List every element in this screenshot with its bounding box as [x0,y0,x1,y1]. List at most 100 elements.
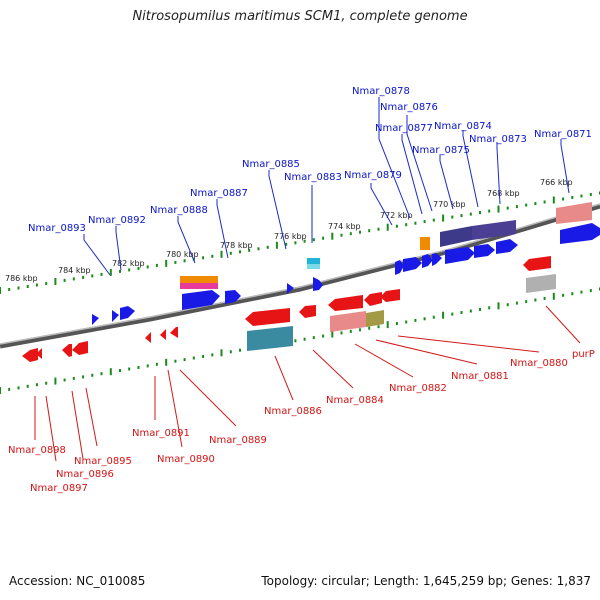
ruler-major-tick [109,268,112,276]
gene-label[interactable]: Nmar_0877 [375,123,433,134]
kbp-label: 784 kbp [58,266,91,275]
ruler-minor-tick [202,355,205,358]
ruler-minor-tick [303,239,306,243]
gene-label[interactable]: Nmar_0874 [434,121,492,132]
gene-label[interactable]: Nmar_0886 [264,406,322,417]
ruler-minor-tick [35,383,38,387]
gene-label[interactable]: Nmar_0882 [389,383,447,394]
ruler-minor-tick [155,263,158,267]
ruler-minor-tick [368,326,371,330]
gene-label[interactable]: Nmar_0888 [150,205,208,216]
gene-arrow [145,332,151,343]
gene-arrow [474,244,495,258]
ruler-minor-tick [506,206,509,210]
gene-label[interactable]: Nmar_0875 [412,145,470,156]
ruler-minor-tick [211,353,214,357]
gene-label[interactable]: Nmar_0893 [28,223,86,234]
ruler-major-tick [220,250,223,258]
gene-label[interactable]: Nmar_0878 [352,86,410,97]
ruler-minor-tick [340,331,343,335]
gene-arrow [92,314,99,325]
gene-label[interactable]: Nmar_0876 [380,102,438,113]
gene-arrow [170,327,178,338]
map-title: Nitrosopumilus maritimus SCM1, complete … [132,9,468,24]
ruler-minor-tick [377,325,380,329]
ruler-minor-tick [405,320,408,324]
gene-label[interactable]: Nmar_0885 [242,159,300,170]
gene-arrow [560,223,600,244]
ruler-minor-tick [266,245,269,249]
ruler-major-tick [386,321,389,329]
gene-label[interactable]: Nmar_0881 [451,371,509,382]
ruler-minor-tick [469,309,472,313]
kbp-label: 776 kbp [274,232,307,241]
ruler-minor-tick [17,286,20,290]
gene-box [307,264,320,269]
ruler-minor-tick [239,348,241,352]
ruler-minor-tick [525,203,528,207]
ruler-minor-tick [405,223,408,227]
gene-label[interactable]: purP [572,349,595,360]
ruler-minor-tick [395,322,398,325]
gene-label[interactable]: Nmar_0897 [30,483,88,494]
ruler-major-tick [220,349,223,357]
ruler-major-tick [442,214,445,222]
gene-label[interactable]: Nmar_0896 [56,469,114,480]
gene-arrow [313,277,323,291]
gene-arrow [380,289,400,302]
gene-label[interactable]: Nmar_0891 [132,428,190,439]
ruler-minor-tick [432,218,435,222]
gene-arrow [160,329,166,340]
ruler-major-tick [54,278,57,285]
kbp-labels: 786 kbp 784 kbp 782 kbp 780 kbp 778 kbp … [5,178,573,283]
kbp-label: 782 kbp [112,259,145,268]
ruler-minor-tick [100,272,103,276]
gene-box [247,326,293,351]
ruler-minor-tick [359,328,361,332]
gene-arrow [395,260,404,275]
gene-label[interactable]: Nmar_0887 [190,188,248,199]
ruler-minor-tick [146,364,149,368]
ruler-minor-tick [229,251,232,255]
gene-arrow [62,344,72,357]
ruler-minor-tick [8,387,11,391]
gene-label[interactable]: Nmar_0898 [8,445,66,456]
gene-arrow [299,305,316,318]
gene-label[interactable]: Nmar_0880 [510,358,568,369]
ruler-minor-tick [488,209,491,213]
kbp-label: 778 kbp [220,241,253,250]
gene-label[interactable]: Nmar_0871 [534,129,592,140]
ruler-minor-tick [580,194,583,198]
gene-label[interactable]: Nmar_0879 [344,170,402,181]
gene-label[interactable]: Nmar_0889 [209,435,267,446]
ruler-minor-tick [174,260,177,264]
gene-box [180,276,218,283]
ruler-minor-tick [8,288,11,291]
ruler-minor-tick [63,378,66,382]
ruler-minor-tick [294,241,297,245]
ruler-minor-tick [414,221,417,225]
gene-label[interactable]: Nmar_0895 [74,456,132,467]
ruler-minor-tick [451,215,454,219]
kbp-label: 768 kbp [487,189,520,198]
ruler-minor-tick [146,265,149,269]
ruler-minor-tick [128,268,131,272]
gene-label[interactable]: Nmar_0884 [326,395,384,406]
gene-arrow [364,292,382,306]
gene-arrow [182,290,220,310]
gene-label[interactable]: Nmar_0883 [284,172,342,183]
gene-label[interactable]: Nmar_0890 [157,454,215,465]
gene-label[interactable]: Nmar_0873 [469,134,527,145]
top-gene-labels: Nmar_0893 Nmar_0892 Nmar_0888 Nmar_0887 … [28,86,592,234]
gene-box [366,310,384,327]
bottom-gene-labels: Nmar_0898 Nmar_0896 Nmar_0897 Nmar_0895 … [8,349,595,494]
ruler-minor-tick [45,381,48,385]
ruler-minor-tick [469,212,472,216]
ruler-minor-tick [562,197,565,201]
ruler-minor-tick [183,358,186,362]
gene-label[interactable]: Nmar_0892 [88,215,146,226]
genome-summary-text: Topology: circular; Length: 1,645,259 bp… [261,574,591,588]
gene-box [330,311,366,332]
ruler-minor-tick [543,296,546,300]
